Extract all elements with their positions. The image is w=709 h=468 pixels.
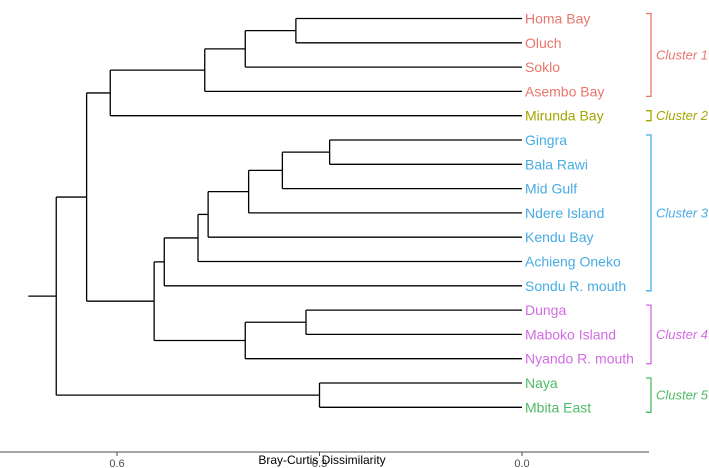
cluster-bracket [646,377,652,413]
leaf-label: Sondu R. mouth [525,278,626,294]
leaf-label: Mid Gulf [525,181,577,197]
cluster-label: Cluster 1 [656,47,708,62]
leaf-label: Asembo Bay [525,83,604,99]
x-tick-label: 0.6 [109,458,124,468]
leaf-label: Dunga [525,302,566,318]
leaf-label: Oluch [525,35,562,51]
x-axis: 0.6 0.3 0.0 Bray-Curtis Dissimilarity [0,451,649,468]
dendrogram-tree [28,17,522,408]
leaf-label: Mbita East [525,399,591,415]
leaf-label: Naya [525,375,558,391]
cluster-label: Cluster 3 [656,205,709,220]
leaf-label: Achieng Oneko [525,254,621,270]
cluster-bracket [646,12,652,98]
leaf-label: Ndere Island [525,205,604,221]
leaf-label: Maboko Island [525,326,616,342]
leaf-label: Kendu Bay [525,229,594,245]
x-tick-label: 0.0 [514,458,529,468]
leaf-label: Soklo [525,59,560,75]
cluster-bracket [646,134,652,292]
cluster-brackets: Cluster 1 Cluster 2 Cluster 3 Cluster 4 Clus… [646,12,709,413]
leaf-label: Homa Bay [525,11,590,27]
cluster-bracket [646,110,652,122]
leaf-label: Bala Rawi [525,156,588,172]
cluster-bracket [646,304,652,365]
leaf-label: Nyando R. mouth [525,351,634,367]
leaf-labels: Homa Bay Oluch Soklo Asembo Bay Mirunda Bay G… [525,11,634,416]
x-axis-title: Bray-Curtis Dissimilarity [258,453,385,467]
cluster-label: Cluster 5 [656,388,709,403]
leaf-label: Gingra [525,132,567,148]
cluster-label: Cluster 2 [656,108,709,123]
x-tick-label: 0.3 [312,458,327,468]
leaf-label: Mirunda Bay [525,108,604,124]
x-axis-ticks: 0.6 0.3 0.0 [109,452,530,468]
cluster-label: Cluster 4 [656,327,708,342]
